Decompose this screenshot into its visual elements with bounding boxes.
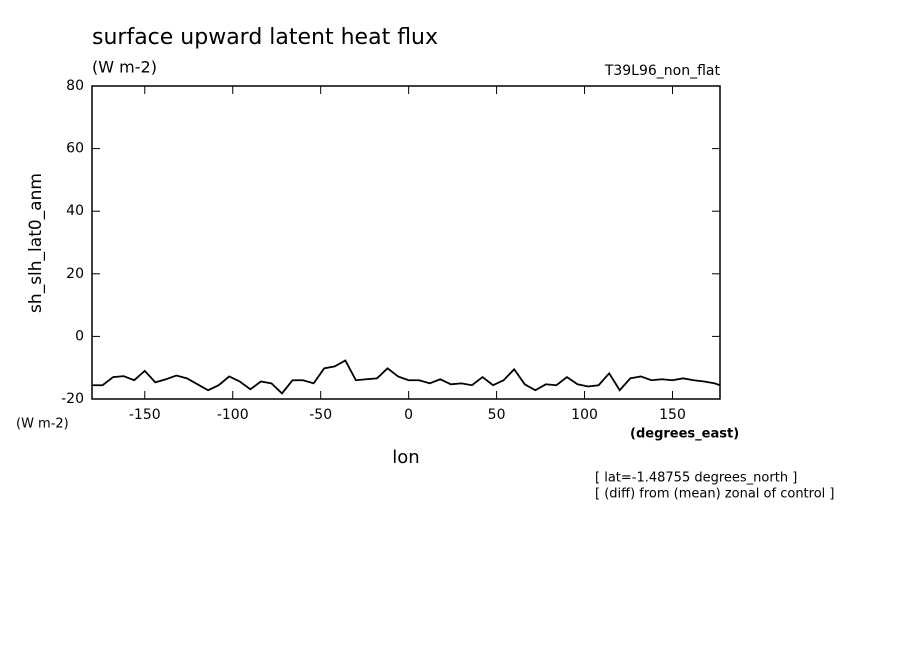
- y-tick-label: 20: [66, 266, 84, 282]
- y-axis-label: sh_slh_lat0_anm: [26, 173, 46, 313]
- x-tick-label: 100: [571, 407, 598, 423]
- y-tick-label: 60: [66, 141, 84, 157]
- data-line: [92, 359, 721, 395]
- x-tick-label: 50: [488, 407, 506, 423]
- y-tick-label: -20: [61, 391, 84, 407]
- x-axis-label: lon: [392, 447, 419, 468]
- plot-frame: [91, 85, 721, 400]
- x-tick-label: -150: [129, 407, 161, 423]
- x-tick-label: -50: [309, 407, 332, 423]
- annotation: [ (diff) from (mean) zonal of control ]: [595, 487, 834, 502]
- units: (W m-2): [92, 58, 157, 77]
- annotation: [ lat=-1.48755 degrees_north ]: [595, 471, 797, 486]
- y-tick-label: 40: [66, 203, 84, 219]
- x-tick-label: 0: [404, 407, 413, 423]
- dataset-label: T39L96_non_flat: [604, 63, 721, 79]
- y-tick-label: 80: [66, 78, 84, 94]
- chart-title: surface upward latent heat flux: [92, 25, 438, 50]
- y-units: (W m-2): [16, 417, 69, 432]
- x-tick-label: -100: [217, 407, 249, 423]
- y-tick-label: 0: [75, 328, 84, 344]
- x-units: (degrees_east): [630, 427, 739, 442]
- x-tick-label: 150: [659, 407, 686, 423]
